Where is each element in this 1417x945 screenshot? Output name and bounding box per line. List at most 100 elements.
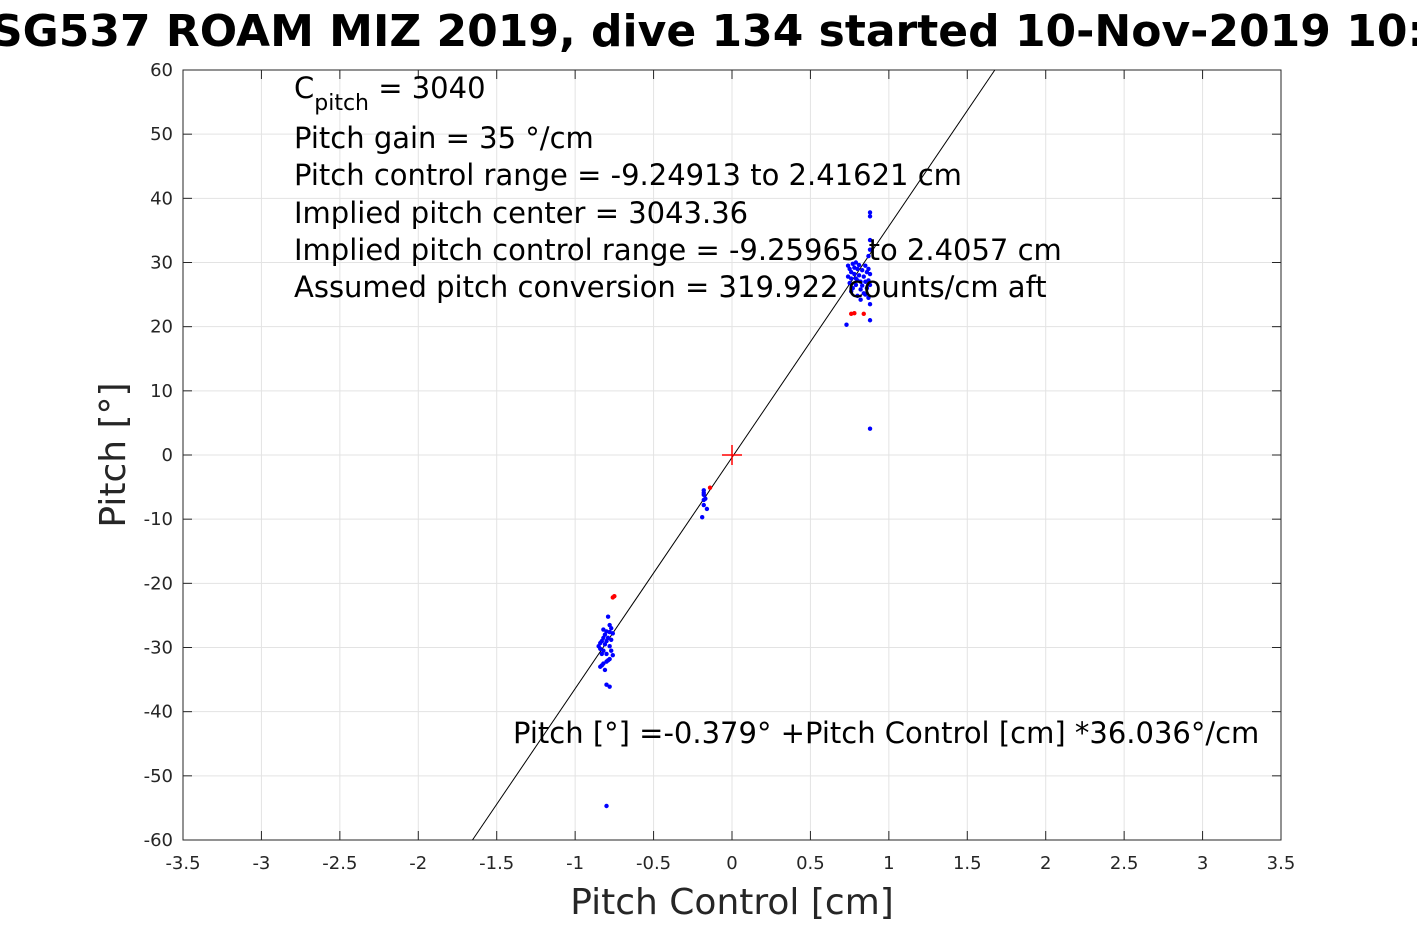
y-tick-label: 60: [150, 60, 173, 81]
data-point: [853, 260, 859, 265]
pitch-gain-annotation: Pitch gain = 35 °/cm: [294, 121, 594, 155]
data-point: [859, 268, 865, 273]
x-tick-label: -1: [566, 853, 584, 874]
data-point: [703, 496, 708, 501]
y-tick-label: -30: [144, 638, 173, 659]
data-point: [856, 262, 862, 268]
data-point: [867, 210, 873, 215]
x-tick-label: -2.5: [322, 853, 357, 874]
x-tick-label: 0: [726, 853, 737, 874]
data-point: [852, 271, 857, 277]
data-point: [866, 295, 871, 300]
data-point: [852, 310, 857, 316]
data-point: [602, 667, 608, 673]
data-point: [849, 289, 854, 294]
data-point: [704, 506, 710, 512]
data-point: [610, 653, 615, 658]
data-point: [604, 803, 609, 809]
c-pitch-main: C: [294, 71, 314, 105]
y-tick-label: 40: [150, 188, 173, 209]
data-point: [855, 293, 860, 299]
data-point: [863, 292, 868, 297]
c-pitch-annotation: Cpitch = 3040: [294, 71, 486, 116]
y-tick-label: 20: [150, 317, 173, 338]
data-point: [867, 237, 873, 243]
data-point: [856, 273, 862, 278]
x-tick-label: -3: [252, 853, 270, 874]
x-tick-label: 2.5: [1110, 853, 1139, 874]
y-tick-label: -40: [144, 702, 173, 723]
data-point: [605, 658, 611, 663]
data-point: [707, 485, 713, 490]
y-tick-label: -50: [144, 766, 173, 787]
data-point: [609, 637, 614, 642]
x-tick-label: 2: [1040, 853, 1051, 874]
data-point: [604, 651, 609, 657]
data-point: [607, 684, 612, 689]
data-point: [866, 253, 871, 259]
control-range-annotation: Pitch control range = -9.24913 to 2.4162…: [294, 158, 962, 192]
data-point: [612, 593, 617, 599]
implied-center-annotation: Implied pitch center = 3043.36: [294, 196, 748, 230]
y-tick-label: 0: [162, 445, 173, 466]
data-point: [863, 279, 868, 284]
data-point: [867, 302, 873, 307]
data-point: [844, 322, 849, 327]
blue-points-series: [596, 210, 873, 809]
y-tick-label: 50: [150, 124, 173, 145]
data-point: [609, 648, 614, 653]
data-point: [867, 282, 873, 288]
x-tick-label: 1: [883, 853, 894, 874]
conversion-annotation: Assumed pitch conversion = 319.922 count…: [294, 270, 1047, 304]
center-cross-marker: [722, 445, 742, 465]
x-tick-label: 3.5: [1267, 853, 1296, 874]
data-point: [866, 266, 871, 272]
x-axis-label: Pitch Control [cm]: [570, 882, 894, 923]
annotation-block: Cpitch = 3040 Pitch gain = 35 °/cm Pitch…: [294, 71, 1259, 750]
data-point: [601, 627, 606, 632]
data-point: [609, 626, 614, 631]
data-point: [867, 271, 873, 277]
data-point: [867, 426, 873, 431]
data-point: [601, 648, 606, 653]
c-pitch-subscript: pitch: [314, 91, 369, 116]
y-axis-label: Pitch [°]: [93, 382, 134, 527]
data-point: [847, 280, 852, 286]
data-point: [858, 297, 863, 302]
x-tick-label: -2: [409, 853, 427, 874]
data-marks: [472, 69, 996, 841]
data-point: [858, 287, 863, 292]
data-point: [849, 276, 854, 281]
data-point: [867, 214, 873, 219]
y-tick-label: -60: [144, 830, 173, 851]
x-tick-label: 0.5: [796, 853, 825, 874]
chart-title: SG537 ROAM MIZ 2019, dive 134 started 10…: [0, 6, 1417, 57]
grid-lines: [182, 69, 1282, 841]
data-point: [605, 614, 611, 619]
c-pitch-value: = 3040: [369, 71, 486, 105]
data-point: [861, 274, 866, 279]
data-point: [599, 663, 605, 668]
data-point: [701, 502, 706, 508]
data-point: [864, 285, 870, 291]
y-tick-label: -10: [144, 509, 173, 530]
y-tick-label: 10: [150, 381, 173, 402]
data-point: [607, 644, 612, 649]
red-points-series: [610, 310, 866, 600]
x-tick-label: -1.5: [479, 853, 514, 874]
data-point: [867, 318, 873, 323]
data-point: [863, 263, 868, 268]
axis-ticks: -3.5 -3 -2.5 -2 -1.5 -1 -0.5 0 0.5 1 1.5 2 2.5 3 3.5 -6…: [144, 60, 1296, 874]
data-point: [607, 629, 612, 635]
x-tick-label: 1.5: [953, 853, 982, 874]
y-tick-label: 30: [150, 253, 173, 274]
data-point: [701, 490, 706, 496]
data-point: [852, 265, 857, 270]
y-tick-label: -20: [144, 573, 173, 594]
data-point: [699, 515, 705, 520]
data-point: [859, 283, 865, 288]
data-point: [867, 247, 873, 252]
implied-range-annotation: Implied pitch control range = -9.25965 t…: [294, 233, 1062, 267]
data-point: [861, 311, 866, 317]
